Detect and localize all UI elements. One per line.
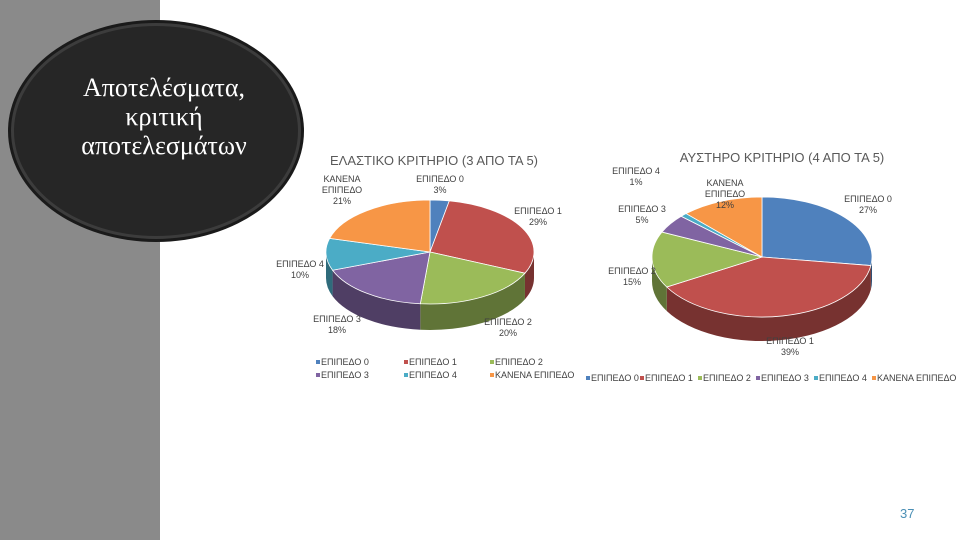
data-label: ΚΑΝΕΝΑ ΕΠΙΠΕΔΟ 21%: [322, 174, 362, 206]
data-label: ΕΠΙΠΕΔΟ 2 20%: [484, 317, 532, 338]
pie-slice-επιπεδο-3: [331, 251, 431, 305]
chart-title: ΑΥΣΤΗΡΟ ΚΡΙΤΗΡΙΟ (4 ΑΠΟ ΤΑ 5): [680, 150, 885, 165]
legend-swatch: [490, 373, 494, 377]
pie-slice-επιπεδο-2: [651, 231, 764, 288]
pie-side-επιπεδο-2: [420, 273, 525, 331]
legend-entry: ΕΠΙΠΕΔΟ 3: [761, 373, 809, 383]
pie-side-επιπεδο-2: [652, 257, 667, 311]
legend-swatch: [490, 360, 494, 364]
pie-slice-επιπεδο-1: [429, 200, 535, 274]
legend-swatch: [814, 376, 818, 380]
legend-entry: ΕΠΙΠΕΔΟ 3: [321, 370, 369, 380]
pie-chart-1: ΑΥΣΤΗΡΟ ΚΡΙΤΗΡΙΟ (4 ΑΠΟ ΤΑ 5) ΕΠΙΠΕΔΟ 0 27…: [586, 150, 956, 383]
legend-entry: ΕΠΙΠΕΔΟ 1: [645, 373, 693, 383]
legend-entry: ΚΑΝΕΝΑ ΕΠΙΠΕΔΟ: [877, 373, 956, 383]
data-label: ΕΠΙΠΕΔΟ 1 39%: [766, 336, 814, 357]
legend-entry: ΕΠΙΠΕΔΟ 0: [321, 357, 369, 367]
legend-swatch: [316, 360, 320, 364]
data-label: ΕΠΙΠΕΔΟ 3 18%: [313, 314, 361, 335]
chart-legend: ΕΠΙΠΕΔΟ 0 ΕΠΙΠΕΔΟ 1 ΕΠΙΠΕΔΟ 2 ΕΠΙΠΕΔΟ 3 ΕΠΙΠ…: [586, 373, 956, 383]
pie-side-επιπεδο-1: [666, 265, 871, 342]
legend-swatch: [698, 376, 702, 380]
legend-entry: ΕΠΙΠΕΔΟ 1: [409, 357, 457, 367]
legend-entry: ΕΠΙΠΕΔΟ 0: [591, 373, 639, 383]
legend-entry: ΕΠΙΠΕΔΟ 2: [703, 373, 751, 383]
data-label: ΕΠΙΠΕΔΟ 0 3%: [416, 174, 464, 195]
pie-slice-επιπεδο-1: [665, 256, 872, 318]
page-number: 37: [900, 506, 915, 521]
title-circle: Αποτελέσματα, κριτική αποτελεσμάτων: [14, 26, 298, 236]
legend-swatch: [872, 376, 876, 380]
pie-slice-κανενα-επιπεδο: [685, 196, 763, 258]
legend-entry: ΚΑΝΕΝΑ ΕΠΙΠΕΔΟ: [495, 370, 574, 380]
data-label: ΕΠΙΠΕΔΟ 3 5%: [618, 204, 666, 225]
data-label: ΕΠΙΠΕΔΟ 4 10%: [276, 259, 324, 280]
data-label: ΕΠΙΠΕΔΟ 1 29%: [514, 206, 562, 227]
pie-slice-επιπεδο-0: [761, 196, 873, 266]
data-label: ΕΠΙΠΕΔΟ 0 27%: [844, 194, 892, 215]
chart-title: ΕΛΑΣΤΙΚΟ ΚΡΙΤΗΡΙΟ (3 ΑΠΟ ΤΑ 5): [330, 153, 538, 168]
data-label: ΕΠΙΠΕΔΟ 4 1%: [612, 166, 660, 187]
legend-swatch: [640, 376, 644, 380]
legend-swatch: [404, 360, 408, 364]
slide-title: Αποτελέσματα, κριτική αποτελεσμάτων: [81, 72, 247, 160]
legend-swatch: [404, 373, 408, 377]
data-label: ΕΠΙΠΕΔΟ 2 15%: [608, 266, 656, 287]
pie-side-επιπεδο-3: [332, 270, 421, 330]
pie-slice-κανενα-επιπεδο: [328, 199, 431, 253]
legend-swatch: [756, 376, 760, 380]
pie-slice-επιπεδο-2: [419, 251, 526, 305]
legend-swatch: [316, 373, 320, 377]
legend-entry: ΕΠΙΠΕΔΟ 4: [409, 370, 457, 380]
pie-side-επιπεδο-4: [326, 252, 333, 297]
legend-entry: ΕΠΙΠΕΔΟ 4: [819, 373, 867, 383]
data-label: ΚΑΝΕΝΑ ΕΠΙΠΕΔΟ 12%: [705, 178, 745, 210]
legend-swatch: [586, 376, 590, 380]
chart-legend: ΕΠΙΠΕΔΟ 0 ΕΠΙΠΕΔΟ 1 ΕΠΙΠΕΔΟ 2 ΕΠΙΠΕΔΟ 3 ΕΠΙΠ…: [316, 357, 574, 380]
legend-entry: ΕΠΙΠΕΔΟ 2: [495, 357, 543, 367]
